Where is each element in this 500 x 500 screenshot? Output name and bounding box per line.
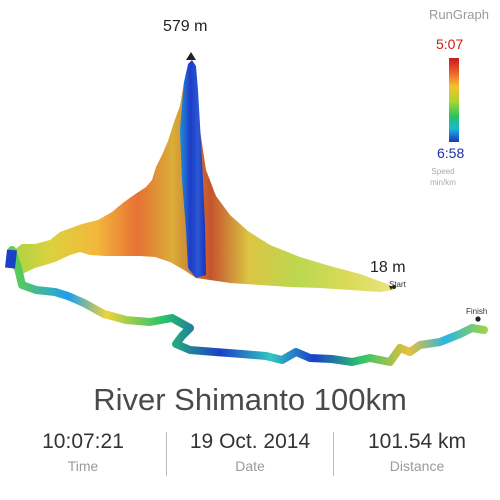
route-elevation-graph [5,52,488,366]
stat-distance-value: 101.54 km [367,430,467,453]
legend-min-value: 6:58 [437,145,465,161]
app-name: RunGraph [429,7,489,22]
legend-speed-label: Speed [431,167,455,176]
stat-date: 19 Oct. 2014 Date [167,430,333,474]
stat-time-label: Time [67,458,99,474]
stat-time-value: 10:07:21 [42,430,124,453]
legend-unit-label: min/km [430,178,456,187]
stat-date-value: 19 Oct. 2014 [189,430,311,453]
speed-color-scale [449,58,459,142]
stat-date-label: Date [235,458,265,474]
stats-row: 10:07:21 Time 19 Oct. 2014 Date 101.54 k… [0,430,500,480]
elevation-profile-area [12,62,394,292]
stat-distance-label: Distance [389,458,445,474]
stat-time: 10:07:21 Time [0,430,166,474]
start-label: Start [389,280,406,289]
legend-title: Speed min/km [423,166,463,188]
route-title: River Shimanto 100km [93,382,407,417]
start-dot-icon [392,285,396,289]
start-elevation-label: 18 m [370,259,406,276]
elevation-peak-spike [180,60,206,278]
finish-dot-icon [475,316,481,322]
stat-divider [166,432,167,476]
finish-label: Finish [466,307,488,316]
legend-max-value: 5:07 [436,36,464,52]
stat-distance: 101.54 km Distance [334,430,500,474]
peak-elevation-label: 579 m [163,18,208,35]
route-track [8,246,488,366]
stat-divider [333,432,334,476]
peak-marker-icon [186,52,196,60]
